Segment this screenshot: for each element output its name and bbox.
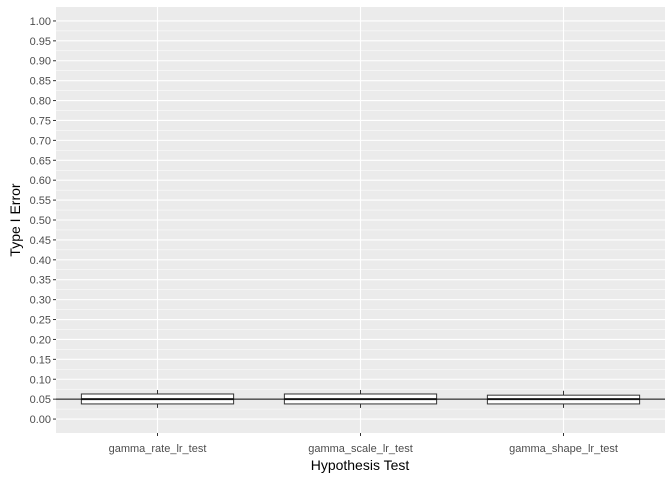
x-tick-label: gamma_shape_lr_test bbox=[509, 443, 618, 455]
y-tick-label: 0.05 bbox=[30, 394, 51, 406]
y-tick-label: 0.10 bbox=[30, 374, 51, 386]
y-tick-label: 0.25 bbox=[30, 315, 51, 327]
y-tick-label: 0.30 bbox=[30, 295, 51, 307]
y-tick-label: 0.35 bbox=[30, 275, 51, 287]
y-tick-label: 0.40 bbox=[30, 255, 51, 267]
y-tick-label: 0.90 bbox=[30, 56, 51, 68]
x-axis: gamma_rate_lr_test gamma_scale_lr_test gam… bbox=[109, 433, 618, 455]
x-axis-title: Hypothesis Test bbox=[311, 457, 410, 473]
y-tick-label: 0.45 bbox=[30, 235, 51, 247]
y-tick-label: 0.85 bbox=[30, 76, 51, 88]
x-tick-label: gamma_scale_lr_test bbox=[308, 443, 413, 455]
major-grid bbox=[56, 7, 665, 433]
y-tick-label: 0.50 bbox=[30, 215, 51, 227]
y-tick-label: 0.20 bbox=[30, 334, 51, 346]
y-tick-label: 0.55 bbox=[30, 195, 51, 207]
y-tick-label: 0.15 bbox=[30, 354, 51, 366]
y-tick-label: 0.70 bbox=[30, 135, 51, 147]
y-tick-label: 0.60 bbox=[30, 175, 51, 187]
x-tick-label: gamma_rate_lr_test bbox=[109, 443, 207, 455]
y-tick-label: 0.65 bbox=[30, 155, 51, 167]
y-tick-label: 0.80 bbox=[30, 96, 51, 108]
y-tick-label: 0.00 bbox=[30, 414, 51, 426]
y-axis-title: Type I Error bbox=[7, 183, 23, 256]
y-tick-label: 0.95 bbox=[30, 36, 51, 48]
y-axis: 0.00 0.05 0.10 0.15 0.20 0.25 0.30 0.35 0.40 0.45… bbox=[30, 16, 56, 426]
y-tick-label: 1.00 bbox=[30, 16, 51, 28]
y-tick-label: 0.75 bbox=[30, 115, 51, 127]
